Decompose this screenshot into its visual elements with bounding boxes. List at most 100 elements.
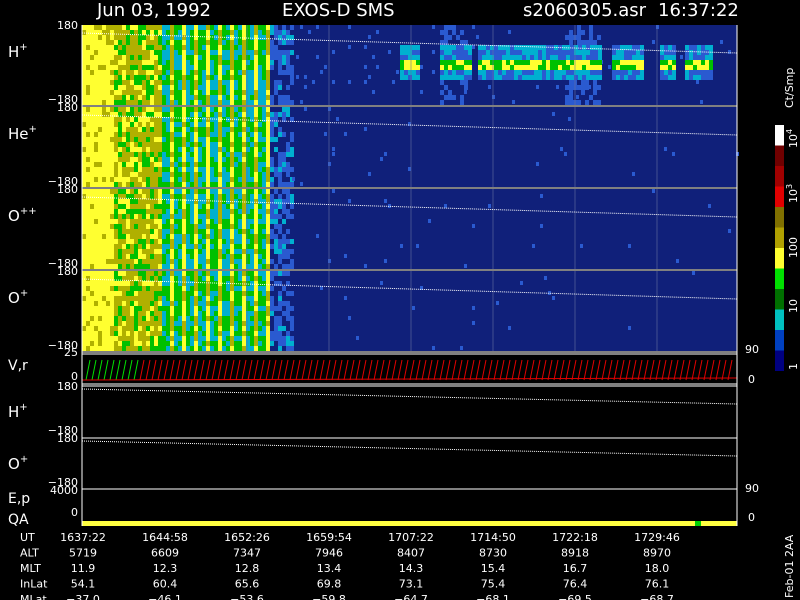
spectrogram-cell	[118, 321, 122, 326]
spectrogram-cell	[178, 112, 182, 117]
spectrogram-cell	[286, 30, 290, 35]
spectrogram-cell	[672, 55, 676, 60]
spectrogram-cell	[82, 127, 86, 132]
spectrogram-cell	[90, 331, 94, 336]
spectrogram-cell	[254, 112, 258, 117]
spectrogram-cell	[472, 25, 475, 29]
spectrogram-cell	[250, 157, 254, 162]
spectrogram-cell	[126, 177, 130, 182]
spectrogram-cell	[126, 117, 130, 122]
spectrogram-cell	[82, 100, 86, 105]
spectrogram-cell	[444, 55, 448, 60]
spectrogram-cell	[194, 244, 198, 249]
spectrogram-cell	[689, 65, 693, 70]
spectrogram-cell	[214, 107, 218, 112]
spectrogram-cell	[238, 55, 242, 60]
spectrogram-cell	[162, 30, 166, 35]
spectrogram-cell	[158, 167, 162, 172]
spectrogram-cell	[194, 336, 198, 341]
spectrogram-cell	[210, 326, 214, 331]
spectrogram-cell	[254, 219, 258, 224]
spectrogram-cell	[258, 224, 262, 229]
spectrogram-cell	[106, 75, 110, 80]
spectrogram-cell	[274, 55, 278, 60]
spectrogram-cell	[110, 239, 114, 244]
spectrogram-cell	[624, 45, 628, 50]
spectrogram-cell	[448, 95, 452, 100]
spectrogram-cell	[286, 341, 290, 346]
spectrogram-cell	[182, 85, 186, 90]
spectrogram-cell	[82, 90, 86, 95]
spectrogram-cell	[114, 346, 118, 351]
spectrogram-cell	[282, 60, 286, 65]
spectrogram-cell	[126, 219, 130, 224]
spectrogram-cell	[110, 95, 114, 100]
spectrogram-cell	[254, 326, 258, 331]
spectrogram-cell	[332, 80, 335, 84]
spectrogram-cell	[178, 264, 182, 269]
spectrogram-cell	[254, 281, 258, 286]
spectrogram-cell	[194, 75, 198, 80]
spectrogram-cell	[262, 95, 266, 100]
spectrogram-cell	[98, 132, 102, 137]
spectrogram-cell	[290, 214, 294, 219]
spectrogram-cell	[182, 70, 186, 75]
spectrogram-cell	[90, 147, 94, 152]
spectrogram-cell	[126, 50, 130, 55]
spectrogram-cell	[562, 50, 566, 55]
spectrogram-cell	[150, 40, 154, 45]
spectrogram-cell	[154, 306, 158, 311]
spectrogram-cell	[270, 137, 274, 142]
spectrogram-cell	[612, 45, 616, 50]
spectrogram-cell	[94, 189, 98, 194]
spectrogram-cell	[162, 127, 166, 132]
spectrogram-cell	[238, 189, 242, 194]
spectrogram-cell	[134, 172, 138, 177]
spectrogram-cell	[86, 296, 90, 301]
spectrogram-cell	[118, 142, 122, 147]
spectrogram-cell	[122, 85, 126, 90]
row-name: UT	[20, 531, 35, 544]
spectrogram-cell	[162, 209, 166, 214]
spectrogram-cell	[582, 45, 586, 50]
tick-label: 0	[71, 506, 78, 519]
spectrogram-cell	[182, 291, 186, 296]
spectrogram-cell	[98, 204, 102, 209]
spectrogram-cell	[158, 249, 162, 254]
spectrogram-cell	[110, 132, 114, 137]
spectrogram-cell	[126, 30, 130, 35]
spectrogram-cell	[589, 35, 593, 40]
colorbar-label: 103	[785, 184, 800, 203]
spectrogram-cell	[468, 45, 472, 50]
spectrogram-cell	[242, 249, 246, 254]
spectrogram-cell	[174, 204, 178, 209]
spectrogram-cell	[518, 55, 522, 60]
spectrogram-cell	[150, 224, 154, 229]
spectrogram-cell	[162, 291, 166, 296]
spectrogram-cell	[440, 75, 444, 80]
spectrogram-cell	[94, 50, 98, 55]
spectrogram-cell	[162, 224, 166, 229]
spectrogram-cell	[254, 107, 258, 112]
spectrogram-cell	[142, 346, 146, 351]
spectrogram-cell	[86, 249, 90, 254]
spectrogram-cell	[110, 137, 114, 142]
cell: −64.7	[394, 593, 428, 600]
spectrogram-cell	[218, 316, 222, 321]
spectrogram-cell	[214, 40, 218, 45]
spectrogram-cell	[118, 80, 122, 85]
spectrogram-cell	[218, 259, 222, 264]
spectrogram-cell	[234, 157, 238, 162]
spectrogram-cell	[577, 30, 581, 35]
spectrogram-cell	[90, 30, 94, 35]
spectrogram-cell	[206, 157, 210, 162]
spectrogram-cell	[696, 80, 699, 84]
spectrogram-cell	[154, 182, 158, 187]
spectrogram-cell	[190, 50, 194, 55]
spectrogram-cell	[432, 346, 435, 350]
spectrogram-cell	[98, 316, 102, 321]
spectrogram-cell	[142, 311, 146, 316]
spectrogram-cell	[134, 229, 138, 234]
spectrogram-cell	[262, 316, 266, 321]
spectrogram-cell	[640, 70, 644, 75]
